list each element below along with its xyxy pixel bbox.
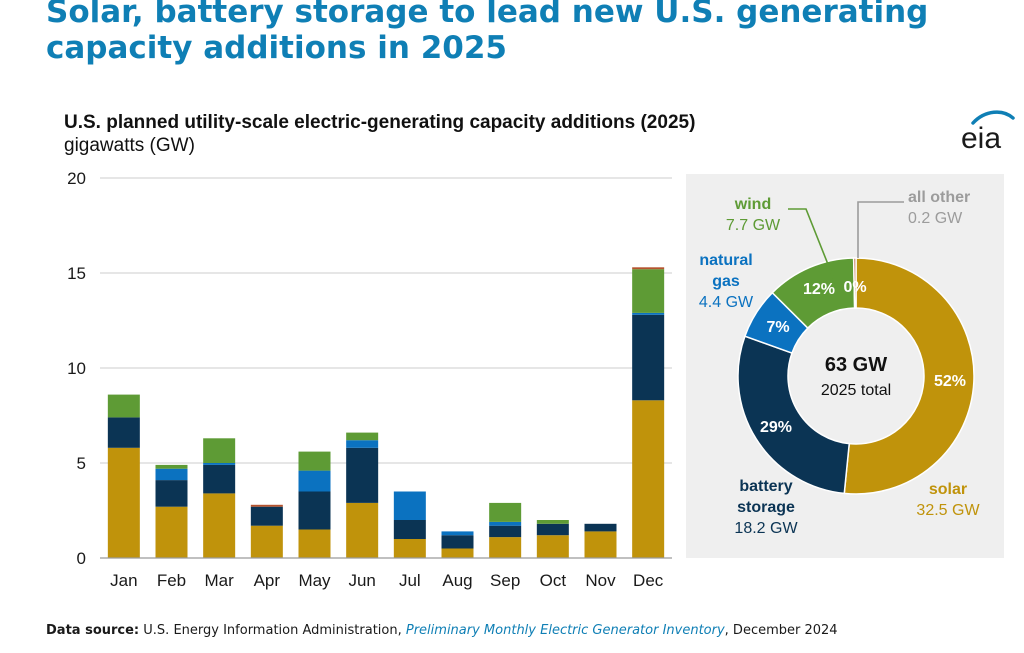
bar-segment-battery [298, 491, 331, 530]
donut-name-label: all other [908, 189, 970, 206]
donut-slice-solar [843, 257, 975, 495]
donut-name-label: solar [929, 481, 967, 498]
bar-segment-gas [298, 470, 331, 492]
x-tick-label: May [298, 571, 331, 590]
bar-segment-battery [107, 417, 140, 448]
source-date: , December 2024 [724, 623, 838, 638]
bar-segment-wind [632, 269, 665, 313]
chart-title: U.S. planned utility-scale electric-gene… [64, 112, 696, 133]
bar-segment-gas [393, 491, 426, 520]
x-tick-label: Dec [633, 571, 664, 590]
donut-pct-label: 7% [766, 319, 789, 336]
bar-segment-gas [155, 468, 188, 481]
donut-center-value: 63 GW [825, 354, 887, 376]
y-tick-label: 15 [67, 264, 86, 283]
donut-pct-label: 52% [934, 373, 966, 390]
bar-segment-solar [632, 400, 665, 558]
bar-segment-solar [155, 506, 188, 558]
eia-logo: eia [961, 110, 1015, 155]
bar-segment-battery [632, 314, 665, 401]
bar-segment-wind [203, 438, 236, 463]
bar-segment-battery [489, 525, 522, 538]
data-source: Data source: U.S. Energy Information Adm… [46, 623, 838, 638]
bar-segment-other [632, 267, 665, 270]
bar-segment-gas [441, 531, 474, 536]
bar-segment-battery [250, 506, 283, 526]
bar-segment-gas [632, 312, 665, 315]
bar-segment-solar [203, 493, 236, 558]
bar-segment-wind [536, 520, 569, 524]
bar-chart: 0 5 10 15 20 Jan Feb Mar Apr May Jun Jul Aug Sep Oct No… [67, 169, 672, 590]
bar-segment-gas [489, 521, 522, 526]
bar-segment-other [250, 504, 283, 507]
source-label: Data source: [46, 623, 140, 638]
x-tick-label: Jul [399, 571, 421, 590]
donut-name-label: battery [739, 478, 792, 495]
bar-segment-battery [203, 464, 236, 494]
donut-gw-label: 18.2 GW [734, 520, 798, 537]
donut-gw-label: 7.7 GW [726, 217, 781, 234]
donut-gw-label: 32.5 GW [916, 502, 980, 519]
donut-name-label: wind [734, 196, 771, 213]
donut-gw-label: 4.4 GW [699, 294, 754, 311]
bar-segment-battery [346, 447, 379, 503]
bar-segment-wind [298, 451, 331, 471]
bar-segment-battery [441, 535, 474, 549]
x-tick-label: Aug [442, 571, 472, 590]
x-tick-label: Oct [540, 571, 567, 590]
eia-logo-text: eia [961, 122, 1001, 155]
bar-segment-gas [203, 463, 236, 465]
bar-segment-battery [536, 523, 569, 536]
bar-segment-solar [298, 529, 331, 558]
bar-segment-wind [346, 432, 379, 441]
x-tick-label: Apr [254, 571, 281, 590]
bar-segment-gas [346, 440, 379, 448]
x-tick-label: Feb [157, 571, 186, 590]
bar-segment-solar [441, 548, 474, 558]
donut-name-label: storage [737, 499, 795, 516]
donut-center-label: 2025 total [821, 382, 891, 399]
y-tick-label: 0 [77, 549, 86, 568]
bar-segment-battery [155, 480, 188, 507]
donut-pct-label: 0% [843, 279, 866, 296]
x-tick-label: Jun [348, 571, 375, 590]
x-tick-label: Sep [490, 571, 520, 590]
bar-segment-wind [107, 394, 140, 418]
bar-segment-wind [155, 464, 188, 469]
x-tick-label: Jan [110, 571, 137, 590]
y-tick-label: 10 [67, 359, 86, 378]
donut-name-label: natural [699, 252, 752, 269]
bar-segment-battery [393, 520, 426, 539]
donut-pct-label: 12% [803, 281, 835, 298]
eia-logo-swoosh [971, 110, 1015, 125]
bar-segment-solar [250, 525, 283, 558]
y-tick-label: 20 [67, 169, 86, 188]
donut-pct-label: 29% [760, 419, 792, 436]
source-text: U.S. Energy Information Administration, [143, 623, 402, 638]
bar-segment-solar [489, 537, 522, 558]
donut-chart: 52% 29% 7% 12% 0% 63 GW 2025 total solar 32.5 GW… [699, 189, 981, 537]
leader-line-wind [788, 208, 840, 293]
donut-panel: 52% 29% 7% 12% 0% 63 GW 2025 total solar 32.5 GW… [686, 174, 1004, 558]
bar-segment-solar [346, 502, 379, 558]
donut-slice-battery [737, 335, 851, 495]
donut-gw-label: 0.2 GW [908, 210, 963, 227]
donut-name-label: gas [712, 273, 740, 290]
bar-segment-solar [584, 531, 617, 558]
y-tick-label: 5 [77, 454, 86, 473]
bar-segment-solar [107, 447, 140, 558]
source-link[interactable]: Preliminary Monthly Electric Generator I… [405, 623, 725, 638]
chart-units-label: gigawatts (GW) [64, 135, 195, 156]
headline: Solar, battery storage to lead new U.S. … [46, 0, 929, 66]
donut-slice-other [852, 257, 857, 309]
x-tick-label: Nov [585, 571, 616, 590]
leader-line-other [857, 201, 904, 258]
bar-segment-battery [584, 523, 617, 532]
bar-segment-solar [393, 539, 426, 558]
x-tick-label: Mar [205, 571, 235, 590]
bar-segment-solar [536, 535, 569, 558]
bar-segment-wind [489, 502, 522, 522]
